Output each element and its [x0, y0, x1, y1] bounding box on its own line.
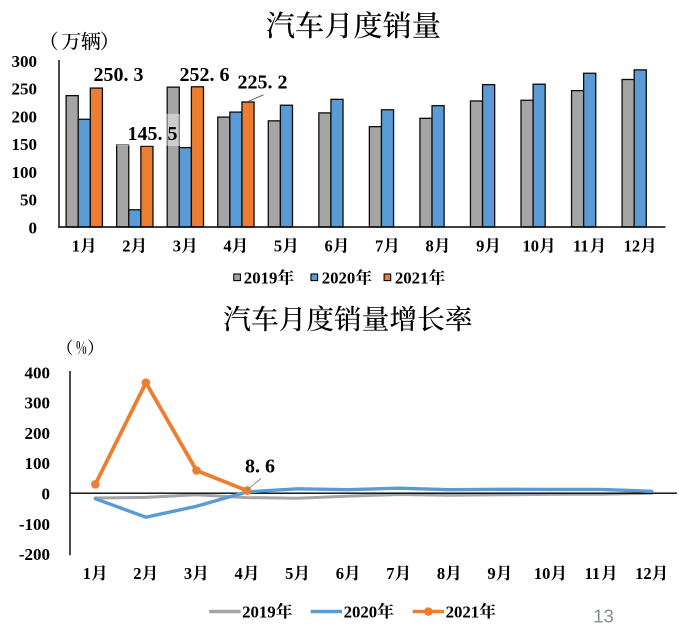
svg-text:150: 150 — [12, 135, 38, 154]
svg-text:2019: 2019 — [244, 269, 278, 288]
svg-text:7: 7 — [375, 237, 383, 256]
svg-text:300: 300 — [25, 394, 51, 413]
svg-text:10: 10 — [534, 564, 551, 583]
svg-text:2021: 2021 — [395, 269, 429, 288]
svg-text:200: 200 — [25, 424, 51, 443]
svg-text:5: 5 — [274, 237, 282, 256]
svg-text:2021: 2021 — [446, 602, 480, 621]
svg-text:6: 6 — [325, 237, 333, 256]
svg-text:9: 9 — [487, 564, 495, 583]
svg-text:13: 13 — [593, 606, 614, 627]
svg-text:4: 4 — [223, 237, 231, 256]
svg-text:2: 2 — [133, 564, 141, 583]
svg-text:9: 9 — [476, 237, 484, 256]
svg-text:8. 6: 8. 6 — [245, 456, 275, 478]
svg-text:50: 50 — [20, 191, 37, 210]
svg-text:0: 0 — [42, 485, 51, 504]
svg-text:225. 2: 225. 2 — [238, 72, 288, 94]
svg-text:4: 4 — [235, 564, 243, 583]
svg-text:-100: -100 — [19, 515, 50, 534]
svg-text:11: 11 — [585, 564, 601, 583]
svg-text:1: 1 — [72, 237, 80, 256]
svg-text:200: 200 — [12, 107, 38, 126]
svg-text:12: 12 — [635, 564, 652, 583]
svg-text:300: 300 — [12, 52, 38, 71]
svg-text:8: 8 — [426, 237, 434, 256]
svg-text:2020: 2020 — [322, 269, 356, 288]
svg-text:100: 100 — [25, 454, 51, 473]
svg-text:2: 2 — [122, 237, 130, 256]
svg-text:145. 5: 145. 5 — [128, 123, 178, 145]
svg-text:3: 3 — [173, 237, 181, 256]
svg-text:7: 7 — [386, 564, 394, 583]
svg-text:0: 0 — [29, 218, 38, 237]
svg-text:6: 6 — [336, 564, 344, 583]
svg-text:5: 5 — [285, 564, 293, 583]
svg-text:250. 3: 250. 3 — [94, 64, 144, 86]
svg-text:100: 100 — [12, 163, 38, 182]
svg-text:11: 11 — [573, 237, 589, 256]
svg-text:12: 12 — [624, 237, 641, 256]
svg-text:2020: 2020 — [344, 602, 378, 621]
svg-text:250: 250 — [12, 80, 38, 99]
svg-text:252. 6: 252. 6 — [180, 64, 230, 86]
svg-text:-200: -200 — [19, 545, 50, 564]
svg-text:400: 400 — [25, 363, 51, 382]
svg-text:2019: 2019 — [242, 602, 276, 621]
svg-text:3: 3 — [184, 564, 192, 583]
svg-text:10: 10 — [523, 237, 540, 256]
svg-text:1: 1 — [83, 564, 91, 583]
svg-text:8: 8 — [437, 564, 445, 583]
